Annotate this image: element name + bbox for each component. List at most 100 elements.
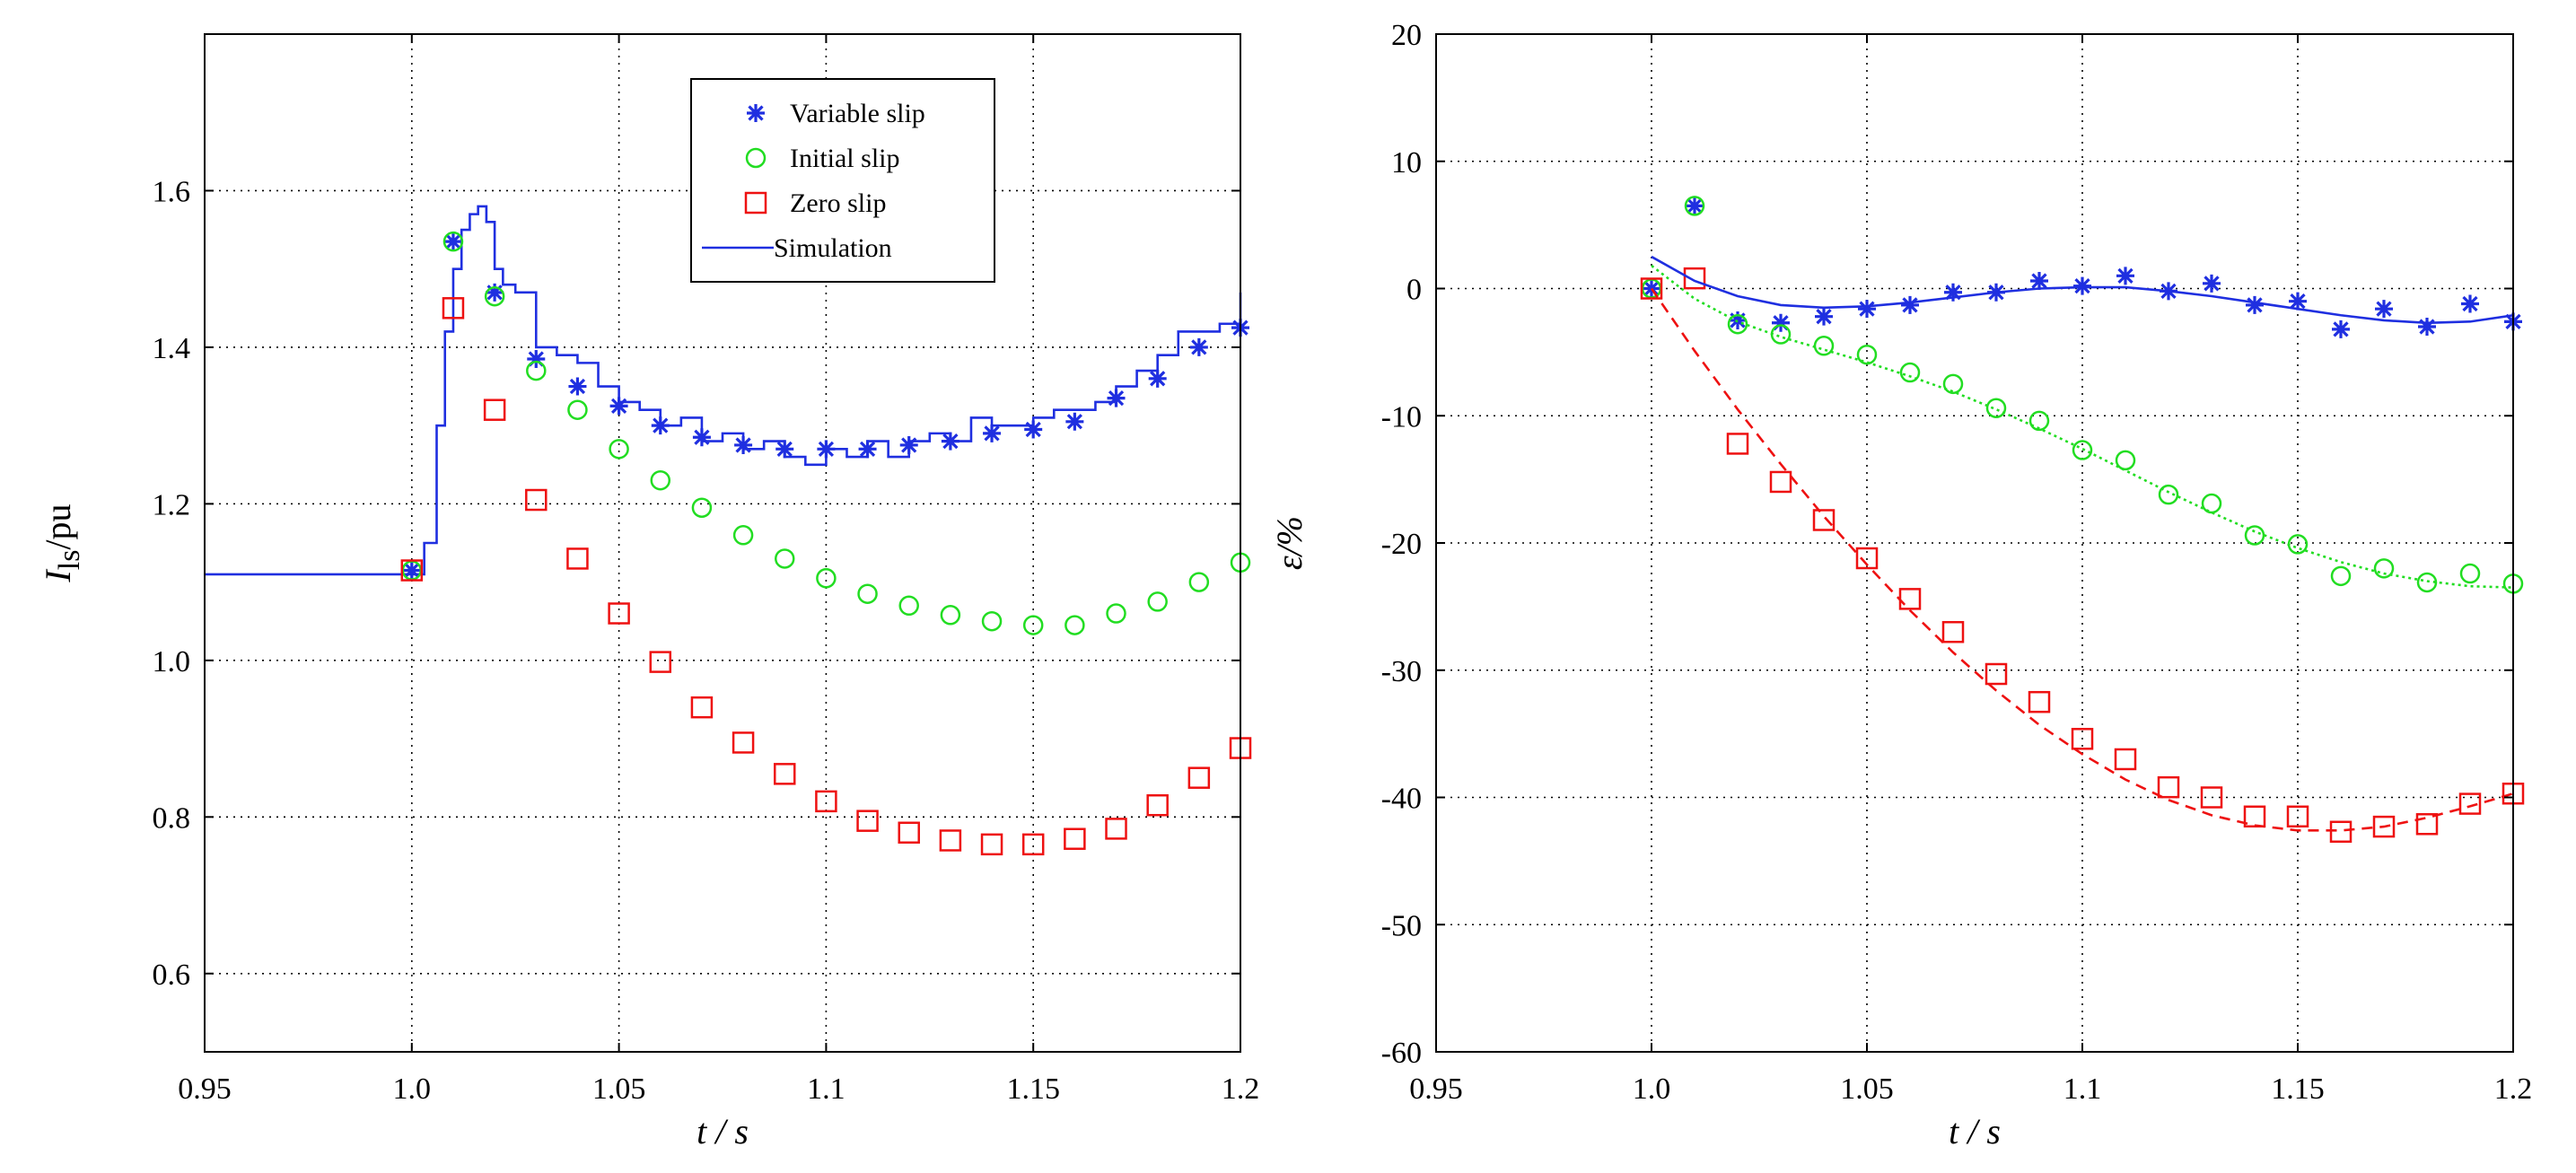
y-tick-label: 1.4 [153, 332, 191, 365]
point-zero [1769, 470, 1792, 494]
point-variable [1686, 197, 1704, 215]
point-zero [898, 821, 920, 845]
point-variable [2246, 295, 2264, 314]
point-variable [1148, 369, 1167, 388]
point-variable [1901, 295, 1919, 314]
grid [1436, 34, 2513, 1052]
y-tick-label: -30 [1381, 655, 1422, 688]
point-variable [983, 424, 1002, 442]
point-initial [1856, 344, 1878, 365]
point-variable [1107, 389, 1126, 407]
point-zero [525, 488, 548, 512]
point-zero [608, 602, 630, 625]
series-line-variable [1651, 255, 2514, 325]
y-tick-label: -60 [1381, 1037, 1422, 1070]
point-zero [649, 651, 672, 673]
y-label-subscript: ls [53, 550, 86, 571]
x-tick-label: 1.1 [807, 1072, 846, 1106]
point-variable [402, 561, 421, 580]
point-variable [1815, 307, 1833, 326]
point-initial [2330, 565, 2352, 587]
point-zero [2458, 792, 2482, 815]
chart-current: 0.95 1.0 1.05 1.1 1.15 1.20.60.81.01.21.41.6 … [38, 33, 1259, 1151]
point-variable [651, 416, 670, 435]
point-zero [1021, 833, 1045, 856]
legend-label-initial: Initial slip [790, 144, 900, 173]
point-variable [609, 397, 628, 416]
point-initial [2072, 440, 2093, 460]
tick-labels: 0.95 1.0 1.05 1.1 1.15 1.2 0.6 0.8 1.0 1.2 1.4 1.6 [153, 34, 1259, 1106]
y-tick-label: 1.6 [153, 175, 191, 208]
point-initial [732, 525, 754, 546]
series-line-zero [1650, 287, 2514, 832]
point-variable [858, 440, 877, 459]
series-line-initial [1651, 264, 2514, 589]
point-initial [567, 399, 588, 420]
x-tick-label: 1.0 [1633, 1072, 1671, 1106]
point-variable [692, 428, 711, 447]
point-initial [2158, 484, 2179, 505]
point-initial [2028, 410, 2050, 432]
point-zero [2286, 805, 2309, 828]
point-zero [566, 547, 589, 570]
point-variable [2289, 292, 2307, 311]
point-variable [2116, 267, 2134, 285]
legend-marker-initial [745, 147, 767, 169]
point-initial [484, 285, 505, 307]
y-tick-label: 10 [1391, 146, 1422, 179]
point-initial [774, 548, 795, 569]
point-variable [2418, 318, 2436, 337]
point-variable [568, 377, 587, 396]
point-zero [2329, 820, 2353, 844]
point-initial [2115, 450, 2136, 471]
point-variable [775, 440, 794, 459]
point-variable [941, 432, 959, 451]
x-axis-label: t / s [697, 1111, 749, 1151]
point-initial [442, 231, 464, 252]
point-initial [2244, 525, 2265, 546]
point-initial [691, 497, 713, 518]
point-initial [1106, 603, 1126, 624]
point-initial [981, 610, 1003, 632]
x-tick-label: 1.05 [1840, 1072, 1894, 1106]
legend-marker-variable [747, 104, 765, 122]
point-variable [1189, 337, 1208, 356]
y-tick-label: 1.2 [153, 488, 191, 521]
point-initial [1813, 336, 1835, 356]
point-zero [483, 398, 506, 421]
point-initial [1147, 591, 1168, 612]
point-variable [2203, 274, 2221, 293]
y-tick-label: -10 [1381, 400, 1422, 433]
point-variable [2332, 320, 2350, 338]
point-variable [1944, 283, 1962, 302]
y-tick-label: 20 [1391, 19, 1422, 52]
point-zero [2157, 775, 2180, 799]
point-initial [526, 360, 547, 381]
point-initial [1727, 313, 1748, 335]
point-initial [2459, 563, 2481, 584]
x-axis-label: t / s [1949, 1111, 2001, 1151]
point-zero [939, 829, 962, 852]
y-tick-label: -20 [1381, 528, 1422, 561]
point-initial [1684, 196, 1705, 216]
x-tick-label: 1.15 [1006, 1072, 1060, 1106]
legend-marker-zero [744, 191, 767, 214]
x-tick-label: 1.2 [2494, 1072, 2533, 1106]
point-variable [2030, 271, 2048, 290]
y-tick-label: -50 [1381, 909, 1422, 942]
point-zero [2114, 748, 2137, 771]
point-variable [2073, 276, 2091, 295]
chart-error: 0.95 1.0 1.05 1.1 1.15 1.2 -60 -50 -40 -30 -20 -10 0… [1269, 19, 2532, 1151]
point-zero [2200, 786, 2223, 809]
point-zero [2372, 815, 2396, 838]
point-initial [1022, 615, 1044, 635]
point-initial [650, 469, 671, 491]
y-tick-label: 0.8 [153, 801, 191, 835]
legend-label-variable: Variable slip [790, 99, 925, 128]
point-variable [2461, 294, 2479, 313]
point-zero [1064, 827, 1086, 850]
point-zero [2028, 690, 2051, 713]
point-variable [734, 435, 753, 454]
x-tick-label: 1.0 [393, 1072, 432, 1106]
